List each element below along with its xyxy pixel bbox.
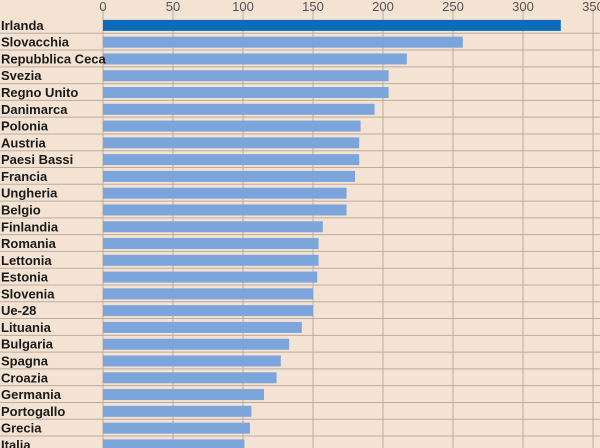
bar (103, 87, 389, 99)
bar (103, 389, 264, 401)
bar (103, 439, 245, 448)
bar (103, 19, 561, 31)
x-tick-label: 200 (372, 0, 394, 14)
bar (103, 238, 319, 250)
bar (103, 120, 361, 132)
category-label: Repubblica Ceca (1, 51, 107, 66)
bar (103, 355, 281, 367)
x-tick-label: 150 (302, 0, 324, 14)
category-label: Croazia (1, 370, 49, 385)
bar (103, 405, 252, 417)
bar (103, 288, 313, 300)
category-label: Romania (1, 236, 57, 251)
bar (103, 36, 463, 48)
bar (103, 221, 323, 233)
bar (103, 137, 360, 149)
category-label: Svezia (1, 68, 42, 83)
row-separators (0, 32, 600, 437)
bars (103, 19, 561, 448)
bar (103, 271, 318, 283)
category-label: Spagna (1, 353, 49, 368)
category-label: Finlandia (1, 219, 59, 234)
category-label: Slovacchia (1, 35, 70, 50)
category-label: Paesi Bassi (1, 152, 73, 167)
category-label: Ue-28 (1, 303, 36, 318)
category-label: Lituania (1, 320, 52, 335)
category-label: Estonia (1, 270, 49, 285)
bar (103, 204, 347, 216)
bar (103, 422, 250, 434)
bar (103, 254, 319, 266)
bar (103, 187, 347, 199)
x-tick-label: 50 (166, 0, 180, 14)
category-label: Lettonia (1, 253, 52, 268)
bar (103, 154, 360, 166)
category-label: Regno Unito (1, 85, 78, 100)
category-label: Austria (1, 135, 47, 150)
category-label: Germania (1, 387, 62, 402)
x-tick-label: 0 (99, 0, 106, 14)
x-tick-label: 350 (582, 0, 600, 14)
x-tick-label: 250 (442, 0, 464, 14)
bar (103, 372, 277, 384)
bar (103, 305, 313, 317)
bar (103, 338, 290, 350)
bar (103, 103, 375, 115)
category-label: Italia (1, 437, 31, 448)
bar (103, 170, 355, 182)
x-tick-label: 100 (232, 0, 254, 14)
category-label: Polonia (1, 119, 49, 134)
bar (103, 321, 302, 333)
category-label: Ungheria (1, 186, 58, 201)
category-label: Danimarca (1, 102, 68, 117)
x-axis-ticks: 0 50 100 150 200 250 300 350 (99, 0, 600, 14)
category-label: Bulgaria (1, 337, 54, 352)
category-label: Irlanda (1, 18, 44, 33)
category-label: Slovenia (1, 286, 55, 301)
bar (103, 70, 389, 82)
bar (103, 53, 407, 65)
category-label: Portogallo (1, 404, 65, 419)
category-label: Belgio (1, 202, 41, 217)
x-tick-label: 300 (512, 0, 534, 14)
category-label: Grecia (1, 421, 42, 436)
category-label: Francia (1, 169, 48, 184)
